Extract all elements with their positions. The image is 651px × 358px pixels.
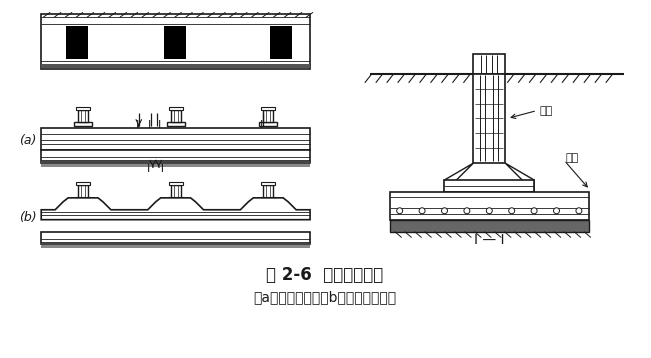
Circle shape — [441, 208, 447, 214]
Circle shape — [508, 208, 515, 214]
Polygon shape — [505, 163, 534, 192]
Bar — [41, 129, 310, 150]
Bar — [41, 14, 310, 69]
Bar — [261, 182, 275, 185]
Circle shape — [576, 208, 582, 214]
Bar — [163, 26, 186, 59]
Bar — [261, 107, 275, 110]
Bar — [169, 107, 183, 110]
Text: （a）等截面的；（b）柱位处加腋的: （a）等截面的；（b）柱位处加腋的 — [253, 290, 396, 304]
Text: 图 2-6  柱下条形基础: 图 2-6 柱下条形基础 — [266, 266, 383, 284]
Bar — [263, 110, 273, 122]
Bar — [75, 197, 91, 201]
Text: (b): (b) — [20, 211, 37, 224]
Circle shape — [553, 208, 559, 214]
Bar — [76, 182, 90, 185]
Text: 翼板: 翼板 — [566, 153, 579, 163]
Bar — [66, 26, 88, 59]
Bar — [473, 74, 505, 163]
Bar — [263, 185, 273, 198]
Bar — [167, 122, 185, 126]
Text: 肋梁: 肋梁 — [539, 106, 552, 116]
Text: I: I — [158, 120, 161, 130]
Bar — [390, 192, 589, 220]
Text: I: I — [260, 120, 264, 130]
Bar — [390, 220, 589, 232]
Circle shape — [486, 208, 492, 214]
Bar — [41, 242, 310, 246]
Bar — [41, 150, 310, 163]
Bar — [41, 161, 310, 164]
Bar — [169, 182, 183, 185]
Bar — [41, 64, 310, 68]
Bar — [41, 232, 310, 245]
Bar — [41, 164, 310, 167]
Circle shape — [531, 208, 537, 214]
Text: (a): (a) — [20, 134, 36, 147]
Text: I: I — [136, 120, 139, 130]
Bar — [78, 110, 88, 122]
Text: I — I: I — I — [474, 233, 505, 247]
Bar — [171, 185, 180, 198]
Circle shape — [419, 208, 425, 214]
Bar — [41, 246, 310, 248]
Bar — [270, 26, 292, 59]
Bar — [78, 185, 88, 198]
Polygon shape — [445, 163, 473, 192]
Circle shape — [396, 208, 403, 214]
Polygon shape — [41, 198, 310, 220]
Bar — [260, 197, 276, 201]
Text: I   I: I I — [147, 164, 164, 174]
Bar — [259, 122, 277, 126]
Bar — [74, 122, 92, 126]
Bar — [171, 110, 180, 122]
Text: I: I — [148, 120, 151, 130]
Bar — [168, 197, 184, 201]
Bar — [445, 180, 534, 192]
Bar — [76, 107, 90, 110]
Bar — [473, 54, 505, 74]
Circle shape — [464, 208, 470, 214]
